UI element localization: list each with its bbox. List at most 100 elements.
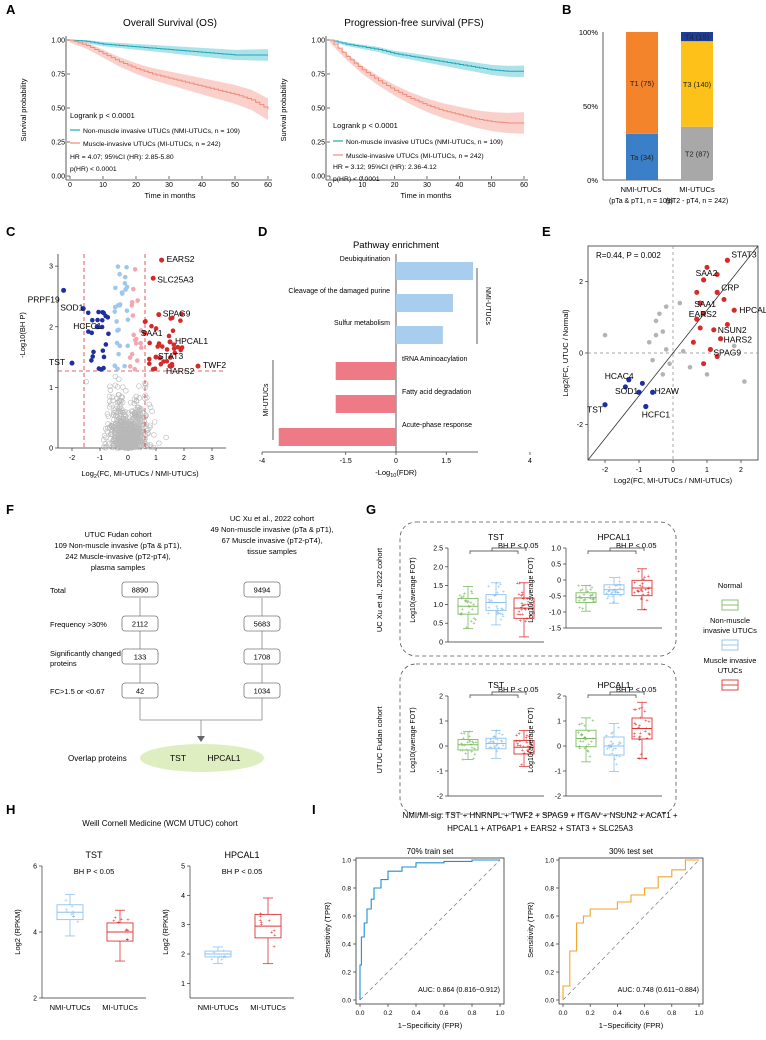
d-title: Pathway enrichment [353, 240, 439, 251]
c-label-stat3: STAT3 [158, 351, 183, 361]
g-xu-tst-jitter-2: + [526, 602, 529, 608]
pfs-legend-nmi: Non-muscle invasive UTUCs (NMI-UTUCs, n … [346, 139, 503, 146]
c-point-spag9 [156, 312, 162, 318]
os-x-ticks: 0 10 20 30 40 50 60 [68, 176, 272, 189]
g-cohort-top: UC Xu et al., 2022 cohort [375, 547, 384, 632]
g-xu-hpcal1-bh: BH P < 0.05 [616, 541, 657, 550]
f-left-box-1 [121, 615, 159, 632]
g-fudan-tst-jitter-0: + [468, 739, 471, 745]
g-fudan-tst-jitter-2: + [515, 733, 518, 739]
c-background-points [83, 373, 169, 451]
c-point-sig-up [171, 346, 177, 351]
e-point-other [650, 357, 655, 363]
g-xu-tst-jitter-0: + [467, 604, 470, 610]
g-fudan-hpcal1-jitter-0: + [590, 739, 593, 745]
g-fudan-tst-jitter-0: + [468, 730, 471, 736]
g-fudan-tst-jitter-0: + [459, 748, 462, 754]
g-fudan-hpcal1-jitter-0: + [578, 744, 581, 750]
h-tst-jitter-0: + [71, 909, 74, 915]
c-point-nonsig [121, 425, 127, 432]
d-group-mi: MI-UTUCs [263, 383, 270, 417]
g-fudan-hpcal1-jitter-2: + [632, 708, 635, 714]
g-xu-hpcal1-jitter-1: + [607, 589, 610, 595]
c-point-nonsig [131, 412, 138, 419]
c-point-nonsig [116, 415, 123, 422]
g-fudan-tst-jitter-1: + [501, 732, 504, 738]
h-hpcal1-jitter-0: + [220, 955, 223, 961]
e-x-tick-label: 2 [739, 467, 743, 474]
g-fudan-hpcal1-jitter-1: + [610, 731, 613, 737]
i-signature-line2: HPCAL1 + ATP6AP1 + EARS2 + STAT3 + SLC25… [447, 824, 633, 833]
y-tick-label: 0.00 [51, 174, 65, 181]
c-point-sig-up [168, 355, 173, 360]
c-point-sig-light [124, 264, 129, 270]
g-xu-tst-y-tick-label: 1.0 [433, 602, 443, 609]
g-fudan-hpcal1-jitter-1: + [608, 752, 611, 758]
c-label-saa1: SAA1 [141, 328, 163, 338]
g-fudan-tst-jitter-1: + [492, 741, 495, 747]
e-label-hpcal1: HPCAL1 [739, 305, 766, 315]
g-fudan-hpcal1-jitter-1: + [606, 746, 609, 752]
c-point-nonsig [109, 444, 115, 451]
h-tst-jitter-1: + [126, 928, 129, 934]
c-point-nonsig [110, 425, 117, 431]
g-fudan-tst-jitter-2: + [516, 743, 519, 749]
g-xu-hpcal1-jitter-1: + [613, 587, 616, 593]
c-y-tick-label: 3 [49, 264, 53, 271]
g-xu-hpcal1-jitter-0: + [591, 592, 594, 598]
i-train-curve [359, 859, 500, 1000]
f-content: UTUC Fudan cohort 109 Non-muscle invasive… [50, 514, 333, 772]
g-fudan-hpcal1-jitter-0: + [583, 746, 586, 752]
pfs-title: Progression-free survival (PFS) [344, 18, 483, 29]
b-ytick-50: 50% [583, 102, 598, 111]
c-label-tst: TST [49, 357, 65, 367]
c-point-twf2 [195, 363, 201, 369]
f-left-value-1: 2112 [132, 620, 148, 629]
g-fudan-tst-jitter-0: + [465, 747, 468, 753]
g-xu-tst-jitter-2: + [521, 612, 524, 618]
g-xu-hpcal1-jitter-0: + [592, 596, 595, 602]
os-hr: HR = 4.07; 95%CI (HR): 2.85-5.80 [70, 154, 174, 161]
c-label-slc25a3: SLC25A3 [157, 274, 194, 284]
e-point-other [660, 329, 666, 334]
c-point-nonsig [138, 407, 144, 414]
g-xu-hpcal1-jitter-1: + [607, 594, 610, 600]
c-point-nonsig [122, 433, 128, 440]
c-point-nonsig [122, 413, 129, 420]
f-left-header-3: plasma samples [91, 563, 145, 572]
g-fudan-hpcal1-bh-bracket [587, 691, 645, 698]
g-fudan-hpcal1-jitter-1: + [611, 751, 614, 757]
g-fudan-hpcal1-jitter-2: + [633, 721, 636, 727]
g-fudan-tst-jitter-1: + [489, 738, 492, 744]
f-overlap-tst: TST [170, 753, 186, 763]
g-xu-hpcal1-jitter-0: + [586, 589, 589, 595]
g-xu-hpcal1-jitter-1: + [618, 582, 621, 588]
g-fudan-tst-jitter-1: + [489, 745, 492, 751]
g-xu-hpcal1-jitter-2: + [644, 587, 647, 593]
c-label-sod1: SOD1 [60, 303, 83, 313]
c-x-tick-label: 2 [182, 455, 186, 462]
g-fudan-hpcal1-jitter-0: + [585, 744, 588, 750]
c-point-nonsig [134, 436, 141, 442]
pathway-bar-2 [396, 326, 443, 344]
g-fudan-hpcal1-jitter-2: + [634, 722, 637, 728]
g-xu-tst-jitter-0: + [465, 599, 468, 605]
g-fudan-hpcal1-jitter-0: + [583, 735, 586, 741]
g-fudan-tst-jitter-0: + [474, 740, 477, 746]
c-point-nonsig [116, 392, 122, 398]
c-point-sig-light [133, 336, 139, 342]
g-fudan-tst-jitter-0: + [472, 757, 475, 763]
g-fudan-hpcal1-jitter-2: + [638, 706, 641, 712]
g-fudan-hpcal1-jitter-1: + [615, 762, 618, 768]
g-xu-hpcal1-jitter-2: + [636, 588, 639, 594]
g-fudan-hpcal1-jitter-0: + [587, 742, 590, 748]
h-tst-jitter-0: + [72, 914, 75, 920]
g-xu-hpcal1-jitter-1: + [613, 591, 616, 597]
c-y-tick-label: 0 [49, 446, 53, 453]
h-tst-jitter-1: + [112, 919, 115, 925]
g-xu-hpcal1-jitter-0: + [578, 605, 581, 611]
g-xu-hpcal1-jitter-0: + [582, 599, 585, 605]
c-point-nonsig [143, 381, 149, 387]
e-point-other [731, 343, 737, 349]
c-point-nonsig [111, 422, 118, 428]
